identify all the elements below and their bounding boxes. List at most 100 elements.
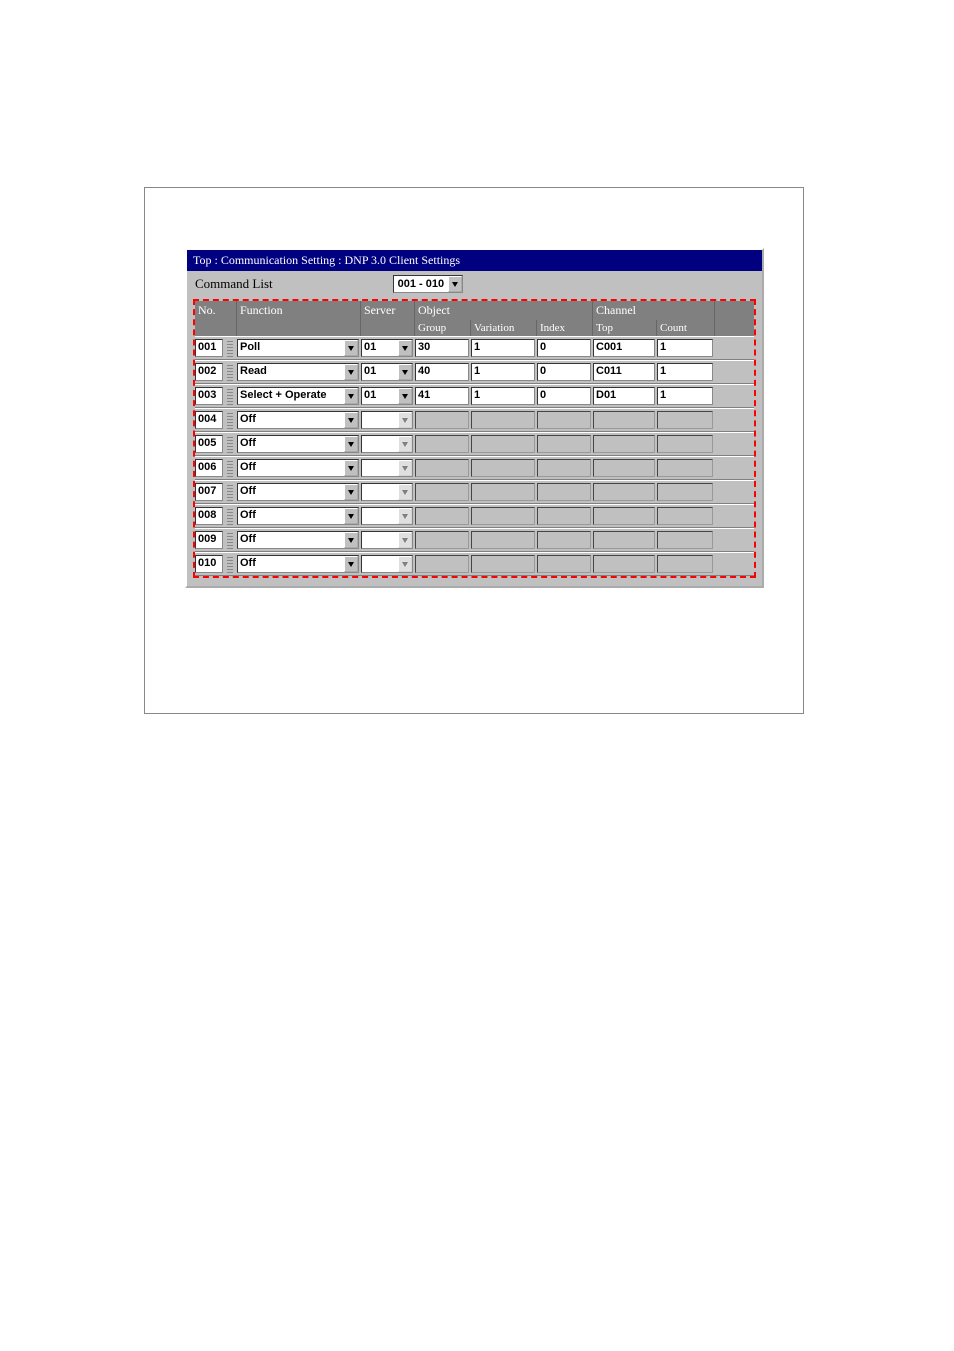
count-input — [657, 435, 713, 453]
row-grip-icon[interactable] — [227, 507, 233, 525]
function-select[interactable]: Off — [237, 531, 359, 549]
chevron-down-icon[interactable] — [344, 436, 358, 452]
group-input[interactable]: 30 — [415, 339, 469, 357]
range-select[interactable]: 001 - 010 — [393, 275, 463, 293]
col-channel: Channel — [593, 301, 715, 320]
count-input[interactable]: 1 — [657, 363, 713, 381]
function-select[interactable]: Off — [237, 555, 359, 573]
group-input — [415, 459, 469, 477]
function-select[interactable]: Off — [237, 411, 359, 429]
server-value — [362, 460, 398, 476]
chevron-down-icon[interactable] — [448, 276, 462, 292]
function-value: Off — [238, 556, 344, 572]
table-row: 004Off — [195, 408, 754, 432]
variation-input[interactable]: 1 — [471, 387, 535, 405]
function-select[interactable]: Off — [237, 435, 359, 453]
chevron-down-icon[interactable] — [398, 364, 412, 380]
variation-input[interactable]: 1 — [471, 363, 535, 381]
chevron-down-icon[interactable] — [344, 340, 358, 356]
toolbar: Command List 001 - 010 — [187, 271, 762, 297]
server-select[interactable]: 01 — [361, 363, 413, 381]
row-grip-icon[interactable] — [227, 411, 233, 429]
chevron-down-icon[interactable] — [344, 412, 358, 428]
server-value: 01 — [362, 388, 398, 404]
table-row: 005Off — [195, 432, 754, 456]
server-value — [362, 508, 398, 524]
group-input — [415, 435, 469, 453]
table-row: 010Off — [195, 552, 754, 576]
window-title: Top : Communication Setting : DNP 3.0 Cl… — [193, 253, 460, 267]
row-grip-icon[interactable] — [227, 459, 233, 477]
server-value — [362, 532, 398, 548]
variation-input[interactable]: 1 — [471, 339, 535, 357]
row-grip-icon[interactable] — [227, 363, 233, 381]
chevron-down-icon[interactable] — [344, 388, 358, 404]
row-no: 003 — [195, 387, 223, 405]
function-value: Off — [238, 508, 344, 524]
chevron-down-icon — [398, 532, 412, 548]
chevron-down-icon[interactable] — [344, 556, 358, 572]
row-no: 008 — [195, 507, 223, 525]
col-count: Count — [657, 320, 715, 336]
col-top: Top — [593, 320, 657, 336]
group-input — [415, 531, 469, 549]
variation-input — [471, 531, 535, 549]
row-no: 006 — [195, 459, 223, 477]
table-row: 002Read014010C0111 — [195, 360, 754, 384]
variation-input — [471, 411, 535, 429]
function-select[interactable]: Poll — [237, 339, 359, 357]
group-input[interactable]: 40 — [415, 363, 469, 381]
row-grip-icon[interactable] — [227, 435, 233, 453]
table-row: 006 Off — [195, 456, 754, 480]
function-select[interactable]: Off — [237, 459, 359, 477]
count-input[interactable]: 1 — [657, 339, 713, 357]
count-input[interactable]: 1 — [657, 387, 713, 405]
index-input[interactable]: 0 — [537, 363, 591, 381]
top-input[interactable]: C011 — [593, 363, 655, 381]
chevron-down-icon[interactable] — [344, 364, 358, 380]
col-variation: Variation — [471, 320, 537, 336]
index-input[interactable]: 0 — [537, 387, 591, 405]
function-select[interactable]: Off — [237, 507, 359, 525]
row-grip-icon[interactable] — [227, 387, 233, 405]
chevron-down-icon[interactable] — [344, 532, 358, 548]
function-select[interactable]: Off — [237, 483, 359, 501]
col-server: Server — [361, 301, 415, 320]
row-grip-icon[interactable] — [227, 531, 233, 549]
top-input — [593, 555, 655, 573]
command-list-label: Command List — [195, 276, 273, 292]
server-select — [361, 411, 413, 429]
server-select — [361, 531, 413, 549]
chevron-down-icon[interactable] — [344, 484, 358, 500]
variation-input — [471, 555, 535, 573]
server-select[interactable]: 01 — [361, 339, 413, 357]
chevron-down-icon — [398, 436, 412, 452]
chevron-down-icon — [398, 556, 412, 572]
index-input — [537, 555, 591, 573]
group-input[interactable]: 41 — [415, 387, 469, 405]
chevron-down-icon[interactable] — [344, 460, 358, 476]
chevron-down-icon[interactable] — [398, 388, 412, 404]
function-select[interactable]: Select + Operate — [237, 387, 359, 405]
variation-input — [471, 459, 535, 477]
index-input — [537, 459, 591, 477]
server-value — [362, 436, 398, 452]
row-grip-icon[interactable] — [227, 555, 233, 573]
server-select[interactable]: 01 — [361, 387, 413, 405]
top-input[interactable]: C001 — [593, 339, 655, 357]
top-input — [593, 507, 655, 525]
settings-window: Top : Communication Setting : DNP 3.0 Cl… — [185, 248, 764, 588]
chevron-down-icon[interactable] — [398, 340, 412, 356]
index-input[interactable]: 0 — [537, 339, 591, 357]
count-input — [657, 555, 713, 573]
col-no: No. — [195, 301, 237, 320]
row-grip-icon[interactable] — [227, 339, 233, 357]
row-grip-icon[interactable] — [227, 483, 233, 501]
function-select[interactable]: Read — [237, 363, 359, 381]
server-select — [361, 459, 413, 477]
chevron-down-icon[interactable] — [344, 508, 358, 524]
group-input — [415, 483, 469, 501]
function-value: Off — [238, 460, 344, 476]
grid-header-row-1: No. Function Server Object Channel — [195, 301, 754, 320]
top-input[interactable]: D01 — [593, 387, 655, 405]
